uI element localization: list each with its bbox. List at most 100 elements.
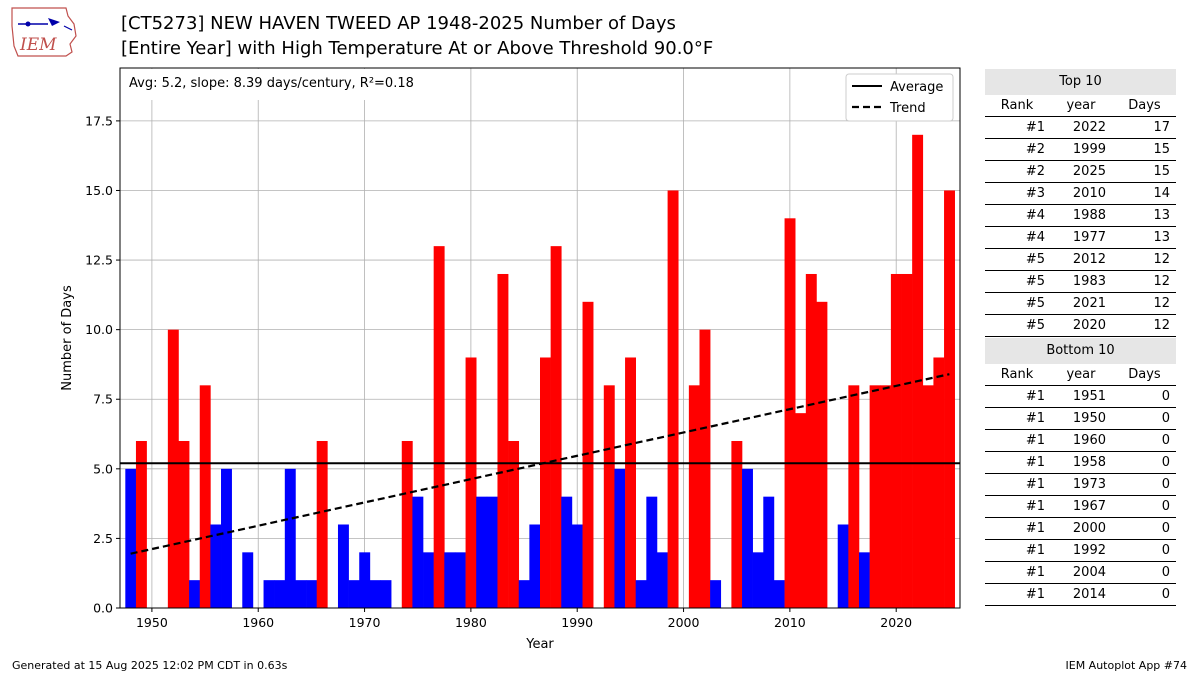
col-days: Days [1128,98,1161,113]
days-cell: 0 [1161,543,1170,558]
bar-2009 [773,580,785,608]
bar-1962 [274,580,286,608]
bar-1971 [369,580,381,608]
rank-cell: #1 [1025,411,1045,426]
days-cell: 12 [1153,318,1170,333]
col-year: year [1066,367,1096,382]
table-row: #1 2000 0 [985,518,1176,540]
plot-frame [119,67,961,609]
table-row: #5 2021 12 [985,293,1176,315]
bar-1983 [497,273,509,608]
stats-label: Avg: 5.2, slope: 8.39 days/century, R²=0… [129,76,414,91]
days-cell: 15 [1153,142,1170,157]
bar-1995 [625,357,636,608]
table-row: #1 1950 0 [985,408,1176,430]
bar-2013 [816,301,828,608]
bar-1953 [178,440,190,608]
x-tick-label: 1970 [349,615,381,630]
table-row: #1 2022 17 [985,117,1176,139]
table-row: #5 1983 12 [985,271,1176,293]
bar-1969 [348,580,360,608]
year-cell: 1958 [1072,455,1106,470]
bar-2022 [912,134,924,608]
table-row: #1 1960 0 [985,430,1176,452]
bar-1964 [295,580,307,608]
bar-1989 [561,496,573,608]
table-row: #5 2012 12 [985,249,1176,271]
bar-2002 [699,329,711,608]
chart-subtitle: [Entire Year] with High Temperature At o… [121,38,714,59]
bar-2015 [837,524,849,608]
rank-cell: #2 [1025,164,1045,179]
rank-cell: #1 [1025,521,1045,536]
app-credit: IEM Autoplot App #74 [1065,659,1188,672]
bar-1948 [125,468,137,608]
rank-cell: #3 [1025,186,1045,201]
year-cell: 1977 [1072,230,1106,245]
bar-2005 [731,440,743,608]
bar-1979 [454,552,466,608]
bar-2017 [858,552,870,608]
bar-1991 [582,301,594,608]
rank-cell: #1 [1025,389,1045,404]
days-cell: 0 [1161,521,1170,536]
bar-1959 [242,552,254,608]
year-cell: 2004 [1072,565,1106,580]
days-cell: 0 [1161,389,1170,404]
col-rank: Rank [1000,98,1034,113]
bar-1972 [380,580,392,608]
bar-1997 [646,496,658,608]
days-cell: 0 [1161,587,1170,602]
rank-cell: #1 [1025,543,1045,558]
table-row: #1 1967 0 [985,496,1176,518]
table-row: #1 1973 0 [985,474,1176,496]
bar-1949 [135,440,147,608]
year-cell: 1973 [1072,477,1106,492]
bar-1955 [199,385,211,608]
rank-cell: #1 [1025,433,1045,448]
bar-1976 [423,552,434,608]
bar-1961 [263,580,275,608]
bar-2007 [752,552,764,608]
bar-1981 [476,496,488,608]
bar-1974 [401,440,413,608]
col-days: Days [1128,367,1161,382]
days-cell: 12 [1153,252,1170,267]
y-tick-label: 17.5 [85,113,113,128]
bar-1985 [518,580,530,608]
y-tick-label: 2.5 [93,531,113,546]
days-cell: 17 [1153,120,1170,135]
days-cell: 0 [1161,565,1170,580]
table-row: #4 1988 13 [985,205,1176,227]
rank-cell: #1 [1025,455,1045,470]
year-cell: 1967 [1072,499,1106,514]
days-cell: 0 [1161,411,1170,426]
bar-1996 [635,580,647,608]
year-cell: 2012 [1072,252,1106,267]
x-tick-label: 1980 [455,615,487,630]
table-row: #1 2014 0 [985,584,1176,606]
bar-1978 [444,552,456,608]
days-cell: 15 [1153,164,1170,179]
bottom-10-header: Bottom 10 [985,337,1176,364]
table-row: #2 2025 15 [985,161,1176,183]
x-tick-label: 2000 [668,615,700,630]
trend-line [130,373,950,555]
days-cell: 0 [1161,433,1170,448]
bar-2011 [795,413,807,608]
rank-cell: #4 [1025,208,1045,223]
top-10-columns: Rank year Days [985,95,1176,117]
days-cell: 12 [1153,274,1170,289]
rank-cell: #5 [1025,318,1045,333]
year-cell: 2000 [1072,521,1106,536]
bar-1998 [656,552,668,608]
x-tick-label: 1950 [136,615,168,630]
bar-1994 [614,468,626,608]
year-cell: 2025 [1072,164,1106,179]
table-row: #3 2010 14 [985,183,1176,205]
x-tick-label: 2020 [880,615,912,630]
bar-2023 [922,385,934,608]
bar-1987 [540,357,551,608]
bar-1952 [167,329,179,608]
days-cell: 13 [1153,208,1170,223]
